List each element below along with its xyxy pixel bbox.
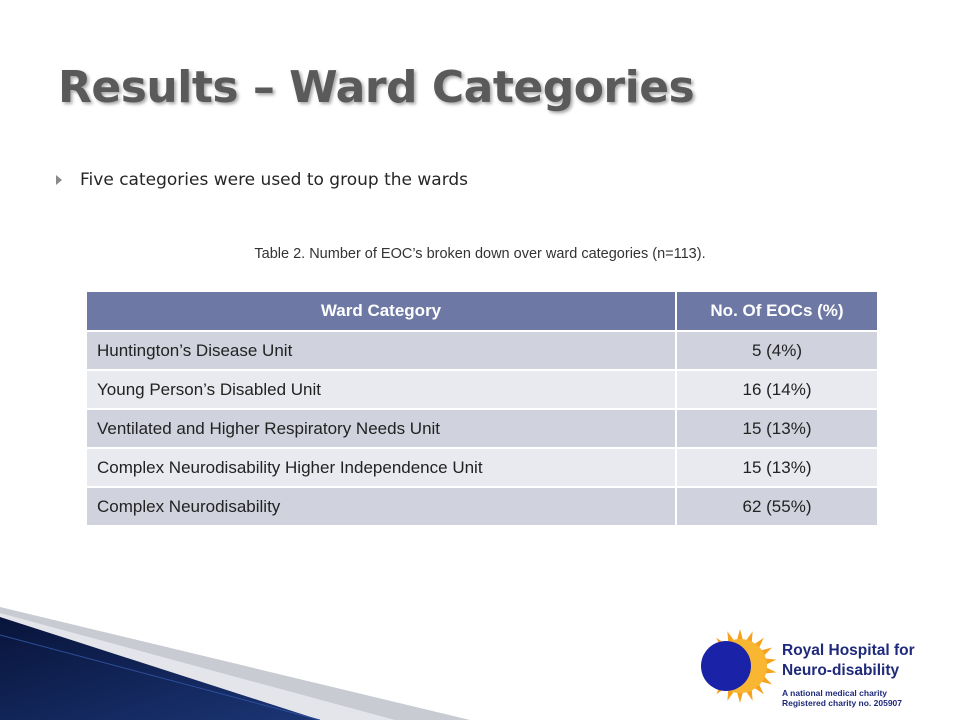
ward-category-cell: Huntington’s Disease Unit [87,331,677,371]
logo-name: Royal Hospital for Neuro-disability [782,641,915,681]
eoc-count-cell: 62 (55%) [676,487,877,527]
eoc-count-cell: 16 (14%) [676,370,877,410]
swoosh-navy-band [0,617,320,720]
table-row: Complex Neurodisability 62 (55%) [87,487,877,527]
page-title: Results – Ward Categories [58,62,695,113]
eoc-count-cell: 15 (13%) [676,448,877,488]
bullet-item: Five categories were used to group the w… [56,170,468,190]
logo-name-line2: Neuro-disability [782,662,900,679]
header-eoc-count: No. Of EOCs (%) [676,292,877,332]
corner-swoosh-decoration [0,607,470,720]
table-row: Ventilated and Higher Respiratory Needs … [87,409,877,449]
table-row: Young Person’s Disabled Unit 16 (14%) [87,370,877,410]
bullet-triangle-icon [56,175,62,185]
ward-category-table: Ward Category No. Of EOCs (%) Huntington… [87,292,877,527]
table-row: Huntington’s Disease Unit 5 (4%) [87,331,877,371]
ward-category-cell: Young Person’s Disabled Unit [87,370,677,410]
ward-category-cell: Ventilated and Higher Respiratory Needs … [87,409,677,449]
eoc-count-cell: 15 (13%) [676,409,877,449]
ward-category-cell: Complex Neurodisability Higher Independe… [87,448,677,488]
logo-tagline-line2: Registered charity no. 205907 [782,698,903,708]
logo-tagline-line1: A national medical charity [782,688,888,698]
eoc-count-cell: 5 (4%) [676,331,877,371]
eclipse-disc [701,641,751,691]
header-ward-category: Ward Category [87,292,677,332]
table-header-row: Ward Category No. Of EOCs (%) [87,292,877,332]
logo-name-line1: Royal Hospital for [782,642,915,659]
logo-tagline: A national medical charity Registered ch… [782,688,902,708]
sun-eclipse-icon [701,629,777,703]
ward-category-cell: Complex Neurodisability [87,487,677,527]
hospital-logo: Royal Hospital for Neuro-disability A na… [696,628,926,718]
swoosh-accent-line [0,634,321,720]
table-caption: Table 2. Number of EOC’s broken down ove… [254,246,706,262]
bullet-text: Five categories were used to group the w… [80,170,469,190]
table-row: Complex Neurodisability Higher Independe… [87,448,877,488]
